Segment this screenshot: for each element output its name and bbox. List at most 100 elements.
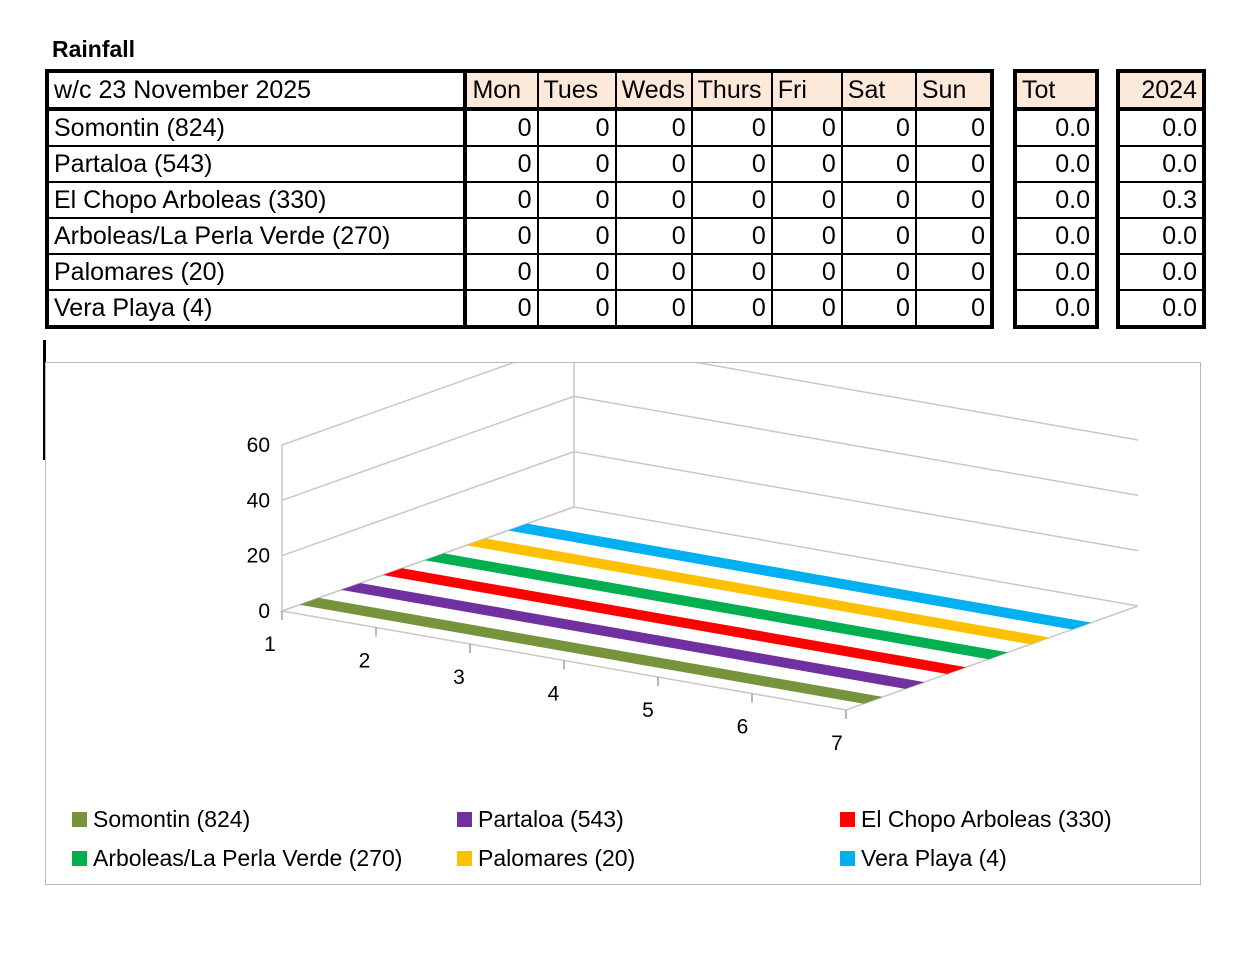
series-area	[424, 553, 1008, 660]
rain-value: 0	[614, 108, 693, 147]
total-value: 0.0	[1014, 145, 1098, 183]
rain-value: 0	[840, 217, 917, 255]
table-row: Arboleas/La Perla Verde (270) 0 0 0 0 0 0 0	[45, 217, 994, 255]
series-area	[299, 597, 883, 704]
gridline	[281, 363, 1139, 446]
rain-value: 0	[614, 181, 693, 219]
rain-value: 0	[464, 253, 539, 291]
total-header-row: Tot	[1014, 70, 1098, 111]
previous-year-header-row: 2024	[1117, 70, 1205, 111]
gridline	[281, 450, 1139, 557]
gridline	[281, 395, 1139, 502]
table-row: 0.0	[1014, 181, 1098, 219]
rain-value: 0	[614, 289, 693, 328]
total-value: 0.0	[1014, 217, 1098, 255]
legend-label: Somontin (824)	[93, 806, 251, 832]
legend-label: Arboleas/La Perla Verde (270)	[93, 845, 403, 871]
rain-value: 0	[614, 217, 693, 255]
page-title: Rainfall	[52, 36, 136, 62]
day-header: Tues	[536, 70, 617, 111]
y-tick-label: 0	[258, 600, 270, 623]
rain-value: 0	[770, 108, 843, 147]
x-tick-label: 1	[264, 633, 276, 656]
x-tick-label: 2	[359, 650, 371, 673]
chart-canvas: 0 20 40 60 1 2 3 4 5 6 7	[247, 363, 1139, 755]
rain-value: 0	[914, 217, 994, 255]
legend-item: Partaloa (543)	[457, 806, 624, 833]
rain-value: 0	[770, 181, 843, 219]
rain-value: 0	[840, 145, 917, 183]
legend-swatch	[457, 812, 472, 827]
x-tick-label: 3	[453, 666, 465, 689]
legend-swatch	[72, 851, 87, 866]
previous-year-value: 0.0	[1117, 145, 1205, 183]
rain-value: 0	[914, 289, 994, 328]
table-row: Somontin (824) 0 0 0 0 0 0 0	[45, 108, 994, 147]
previous-year-value: 0.0	[1117, 108, 1205, 147]
previous-year-value: 0.3	[1117, 181, 1205, 219]
rain-value: 0	[770, 289, 843, 328]
previous-year-value: 0.0	[1117, 253, 1205, 291]
table-row: 0.0	[1117, 145, 1205, 183]
legend-swatch	[72, 812, 87, 827]
rain-value: 0	[840, 181, 917, 219]
total-value: 0.0	[1014, 181, 1098, 219]
rain-value: 0	[690, 217, 773, 255]
rain-value: 0	[536, 108, 617, 147]
series-area	[382, 568, 967, 674]
day-header: Weds	[614, 70, 693, 111]
table-row: Palomares (20) 0 0 0 0 0 0 0	[45, 253, 994, 291]
table-row: 0.0	[1014, 217, 1098, 255]
legend-label: Vera Playa (4)	[861, 845, 1007, 871]
previous-year-table: 2024 0.0 0.0 0.3 0.0 0.0 0.0	[1116, 69, 1206, 329]
y-tick-label: 20	[247, 545, 270, 568]
rain-value: 0	[914, 145, 994, 183]
series-area	[508, 523, 1092, 630]
legend-item: El Chopo Arboleas (330)	[840, 806, 1112, 833]
total-value: 0.0	[1014, 289, 1098, 328]
table-row: 0.3	[1117, 181, 1205, 219]
total-value: 0.0	[1014, 253, 1098, 291]
previous-year-value: 0.0	[1117, 289, 1205, 328]
rain-value: 0	[770, 217, 843, 255]
rain-value: 0	[464, 181, 539, 219]
station-name: Arboleas/La Perla Verde (270)	[45, 217, 468, 255]
x-tick-label: 7	[831, 732, 843, 755]
legend-label: Partaloa (543)	[478, 806, 624, 832]
y-tick-label: 40	[247, 489, 270, 512]
rain-value: 0	[690, 145, 773, 183]
previous-year-header: 2024	[1117, 70, 1205, 111]
legend-item: Vera Playa (4)	[840, 845, 1007, 872]
table-border-extension	[43, 340, 46, 460]
rain-value: 0	[536, 181, 617, 219]
series-area	[466, 538, 1050, 645]
table-row: 0.0	[1014, 253, 1098, 291]
station-name: El Chopo Arboleas (330)	[45, 181, 468, 219]
x-tick-label: 6	[737, 716, 749, 739]
day-header: Thurs	[690, 70, 773, 111]
rain-value: 0	[914, 108, 994, 147]
day-header: Fri	[770, 70, 843, 111]
rainfall-table: w/c 23 November 2025 Mon Tues Weds Thurs Fri S…	[45, 69, 994, 329]
legend-swatch	[840, 851, 855, 866]
table-row: 0.0	[1117, 108, 1205, 147]
table-row: Vera Playa (4) 0 0 0 0 0 0 0	[45, 289, 994, 328]
table-row: Partaloa (543) 0 0 0 0 0 0 0	[45, 145, 994, 183]
rain-value: 0	[914, 253, 994, 291]
rain-value: 0	[840, 289, 917, 328]
rain-value: 0	[690, 289, 773, 328]
rain-value: 0	[914, 181, 994, 219]
rain-value: 0	[614, 253, 693, 291]
rain-value: 0	[770, 145, 843, 183]
rain-value: 0	[690, 181, 773, 219]
rain-value: 0	[614, 145, 693, 183]
legend-swatch	[840, 812, 855, 827]
rain-value: 0	[536, 289, 617, 328]
table-row: El Chopo Arboleas (330) 0 0 0 0 0 0 0	[45, 181, 994, 219]
rain-value: 0	[770, 253, 843, 291]
legend-item: Somontin (824)	[72, 806, 250, 833]
legend-label: El Chopo Arboleas (330)	[861, 806, 1112, 832]
week-label: w/c 23 November 2025	[45, 70, 468, 111]
station-name: Somontin (824)	[45, 108, 468, 147]
rain-value: 0	[536, 145, 617, 183]
